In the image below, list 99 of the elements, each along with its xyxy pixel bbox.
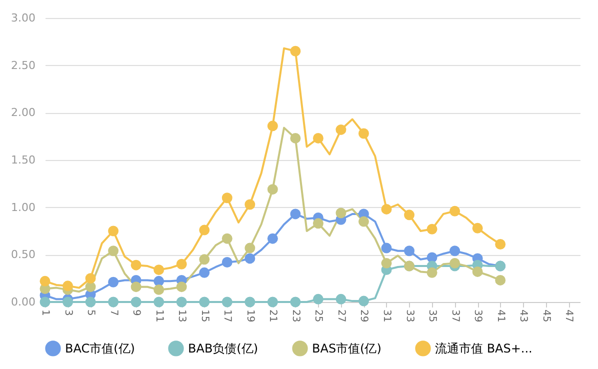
- y-tick-label: 0.50: [11, 248, 36, 262]
- point: [358, 128, 369, 139]
- x-tick-label: 1: [40, 310, 50, 316]
- x-tick-label: 17: [222, 310, 233, 322]
- x-tick-label: 9: [130, 310, 142, 316]
- point: [472, 222, 483, 234]
- point: [108, 226, 119, 236]
- point: [312, 132, 324, 144]
- point: [199, 254, 210, 265]
- x-tick-label: 15: [198, 310, 210, 322]
- y-tick-label: 1.50: [11, 154, 36, 166]
- x-tick-label: 35: [426, 310, 438, 322]
- point: [222, 296, 232, 308]
- point: [450, 258, 460, 268]
- point: [85, 273, 96, 284]
- x-tick-label: 47: [563, 310, 574, 322]
- x-tick-label: 43: [518, 310, 529, 322]
- point: [358, 296, 369, 306]
- point: [267, 233, 278, 244]
- point: [267, 120, 278, 132]
- x-tick-label: 25: [312, 310, 324, 322]
- point: [244, 199, 256, 210]
- point: [154, 276, 164, 286]
- point: [222, 192, 232, 204]
- x-tick-label: 39: [472, 310, 484, 322]
- legend-label: BAB负债(亿): [188, 341, 258, 356]
- point: [336, 208, 346, 218]
- point: [404, 246, 414, 256]
- point: [290, 46, 301, 56]
- y-tick-label: 0.00: [11, 296, 36, 308]
- point: [154, 296, 164, 308]
- point: [108, 276, 119, 288]
- x-tick-label: 33: [404, 310, 415, 322]
- point: [336, 294, 346, 304]
- y-tick-label: 1.00: [11, 200, 36, 214]
- x-tick-label: 27: [335, 310, 346, 322]
- point: [450, 246, 460, 256]
- point: [222, 233, 232, 244]
- point: [244, 253, 256, 264]
- point: [108, 296, 119, 308]
- point: [154, 284, 164, 295]
- point: [40, 276, 50, 286]
- point: [495, 274, 506, 286]
- point: [199, 296, 210, 308]
- point: [130, 296, 142, 308]
- point: [199, 267, 210, 278]
- x-tick-label: 7: [108, 310, 119, 316]
- point: [130, 282, 142, 292]
- point: [381, 242, 392, 254]
- point: [290, 296, 301, 308]
- x-tick-label: 23: [290, 310, 301, 322]
- x-tick-label: 13: [176, 310, 188, 322]
- point: [290, 132, 301, 144]
- point: [404, 210, 414, 220]
- point: [40, 296, 50, 308]
- point: [267, 184, 278, 195]
- point: [472, 266, 483, 277]
- point: [85, 282, 96, 292]
- point: [267, 296, 278, 308]
- point: [176, 258, 187, 270]
- x-tick-label: 21: [267, 310, 278, 322]
- y-tick-label: 3.00: [11, 12, 36, 24]
- point: [85, 296, 96, 308]
- point: [176, 296, 187, 308]
- point: [222, 257, 232, 268]
- x-tick-label: 37: [449, 310, 460, 322]
- point: [62, 296, 74, 308]
- x-tick-label: 19: [244, 310, 256, 322]
- point: [381, 258, 392, 268]
- x-tick-label: 29: [358, 310, 370, 322]
- point: [154, 264, 164, 276]
- point: [199, 224, 210, 236]
- point: [176, 282, 187, 292]
- point: [381, 204, 392, 214]
- point: [244, 296, 256, 308]
- legend-label: BAS市值(亿): [312, 341, 382, 356]
- x-tick-label: 41: [494, 310, 506, 322]
- point: [336, 124, 346, 135]
- y-tick-label: 2.50: [11, 58, 36, 72]
- point: [244, 242, 256, 254]
- legend-label: 流通市值 BAS+...: [435, 341, 532, 356]
- point: [450, 206, 460, 216]
- point: [108, 246, 119, 256]
- x-tick-label: 3: [62, 310, 74, 316]
- point: [290, 208, 301, 220]
- x-tick-label: 5: [85, 310, 96, 316]
- point: [426, 267, 438, 278]
- point: [62, 280, 74, 292]
- point: [426, 224, 438, 234]
- legend-label: BAC市值(亿): [65, 341, 135, 356]
- point: [130, 260, 142, 270]
- point: [312, 294, 324, 304]
- x-tick-label: 45: [540, 310, 552, 322]
- point: [495, 239, 506, 250]
- x-tick-label: 31: [380, 310, 392, 322]
- point: [358, 216, 369, 227]
- y-tick-label: 2.00: [11, 106, 36, 120]
- x-tick-label: 11: [153, 310, 164, 322]
- point: [312, 218, 324, 229]
